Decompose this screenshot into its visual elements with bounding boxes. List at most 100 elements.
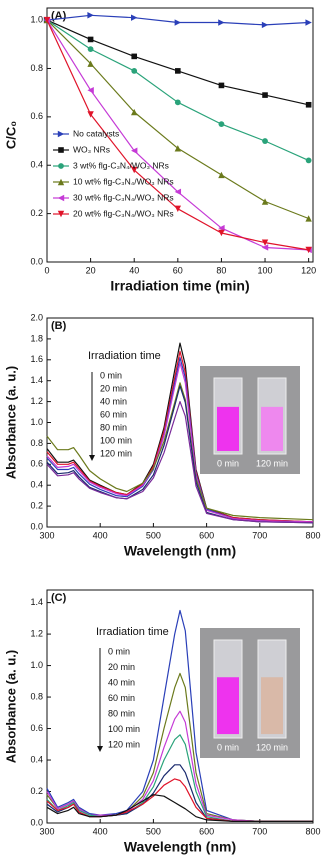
- arrow-head: [97, 746, 103, 752]
- marker: [87, 46, 94, 53]
- series-line: [46, 382, 314, 521]
- legend-label: 120 min: [108, 739, 140, 749]
- y-tick-label: 0.0: [30, 256, 43, 266]
- y-tick-label: 1.0: [30, 14, 43, 24]
- marker: [87, 36, 94, 43]
- y-tick-label: 0.8: [30, 438, 43, 448]
- y-tick-label: 1.0: [30, 660, 43, 670]
- legend-label: 40 min: [108, 677, 135, 687]
- annotation: Irradiation time: [88, 350, 161, 362]
- x-tick-label: 100: [258, 265, 273, 275]
- marker: [218, 19, 225, 26]
- legend-label: 20 min: [100, 383, 127, 393]
- marker: [175, 68, 181, 74]
- legend-label: 120 min: [100, 448, 132, 458]
- x-tick-label: 800: [305, 826, 320, 836]
- y-tick-label: 0.8: [30, 63, 43, 73]
- y-tick-label: 2.0: [30, 312, 43, 322]
- marker: [174, 188, 182, 196]
- x-tick-label: 400: [93, 826, 108, 836]
- x-axis-title: Wavelength (nm): [124, 839, 236, 855]
- panel-label: (A): [51, 10, 67, 22]
- x-tick-label: 300: [39, 826, 54, 836]
- marker: [218, 224, 225, 232]
- x-tick-label: 600: [199, 826, 214, 836]
- legend-label: 40 min: [100, 396, 127, 406]
- marker: [57, 130, 65, 138]
- y-axis-title: Absorbance (a. u.): [3, 650, 18, 763]
- inset-label: 120 min: [256, 458, 288, 468]
- arrow-head: [89, 455, 95, 461]
- y-tick-label: 0.2: [30, 500, 43, 510]
- legend-label: WO₃ NRs: [73, 144, 110, 154]
- marker: [261, 21, 269, 29]
- marker: [261, 198, 269, 205]
- legend-label: 3 wt% flg-C₃N₄/WO₃ NRs: [73, 160, 169, 170]
- cuvette-liquid: [217, 406, 239, 451]
- inset-label: 0 min: [217, 458, 239, 468]
- marker: [305, 19, 312, 26]
- y-tick-label: 1.2: [30, 396, 43, 406]
- marker: [87, 60, 94, 67]
- plot-frame: [46, 589, 314, 824]
- marker: [174, 99, 181, 106]
- marker: [87, 12, 94, 19]
- x-tick-label: 500: [146, 826, 161, 836]
- x-tick-label: 700: [252, 826, 267, 836]
- inset-label: 120 min: [256, 742, 288, 752]
- x-axis-title: Irradiation time (min): [110, 278, 249, 294]
- marker: [87, 111, 94, 118]
- legend-label: 30 wt% flg-C₃N₄/WO₃ NRs: [73, 192, 174, 202]
- y-tick-label: 0.0: [30, 521, 43, 531]
- legend-label: 80 min: [108, 708, 135, 718]
- panel-label: (C): [51, 592, 67, 604]
- marker: [305, 157, 312, 164]
- y-tick-label: 0.2: [30, 786, 43, 796]
- series-line: [46, 401, 314, 524]
- x-tick-label: 600: [199, 530, 214, 540]
- y-tick-label: 0.0: [30, 817, 43, 827]
- marker: [305, 246, 312, 254]
- marker: [57, 178, 65, 186]
- legend-label: 100 min: [108, 724, 140, 734]
- marker: [305, 215, 312, 222]
- y-tick-label: 1.8: [30, 333, 43, 343]
- marker: [218, 121, 225, 128]
- legend-label: 60 min: [108, 693, 135, 703]
- x-axis-title: Wavelength (nm): [124, 543, 236, 559]
- legend-label: 20 min: [108, 662, 135, 672]
- plot-frame: [46, 7, 314, 263]
- marker: [58, 147, 64, 153]
- marker: [87, 87, 94, 94]
- x-tick-label: 40: [129, 265, 139, 275]
- annotation: Irradiation time: [96, 626, 169, 638]
- marker: [131, 166, 138, 174]
- legend-label: 100 min: [100, 435, 132, 445]
- x-tick-label: 400: [93, 530, 108, 540]
- legend-label: 0 min: [100, 370, 122, 380]
- marker: [57, 194, 65, 202]
- marker: [261, 239, 269, 246]
- x-tick-label: 0: [44, 265, 49, 275]
- marker: [131, 147, 138, 154]
- series-line: [46, 609, 313, 822]
- series-line: [46, 778, 313, 822]
- y-axis-title: Absorbance (a. u.): [3, 366, 18, 479]
- cuvette-liquid: [261, 406, 283, 451]
- y-tick-label: 0.4: [30, 754, 43, 764]
- cuvette-liquid: [261, 677, 283, 735]
- series-line: [46, 794, 313, 822]
- y-tick-label: 0.8: [30, 691, 43, 701]
- x-tick-label: 120: [301, 265, 316, 275]
- legend-label: 80 min: [100, 422, 127, 432]
- x-tick-label: 500: [146, 530, 161, 540]
- y-tick-label: 1.4: [30, 375, 43, 385]
- y-tick-label: 0.6: [30, 459, 43, 469]
- legend-label: No catalysts: [73, 128, 119, 138]
- marker: [131, 67, 138, 74]
- y-tick-label: 0.4: [30, 160, 43, 170]
- y-axis-title: C/C₀: [3, 121, 18, 149]
- marker: [262, 92, 268, 98]
- x-tick-label: 80: [216, 265, 226, 275]
